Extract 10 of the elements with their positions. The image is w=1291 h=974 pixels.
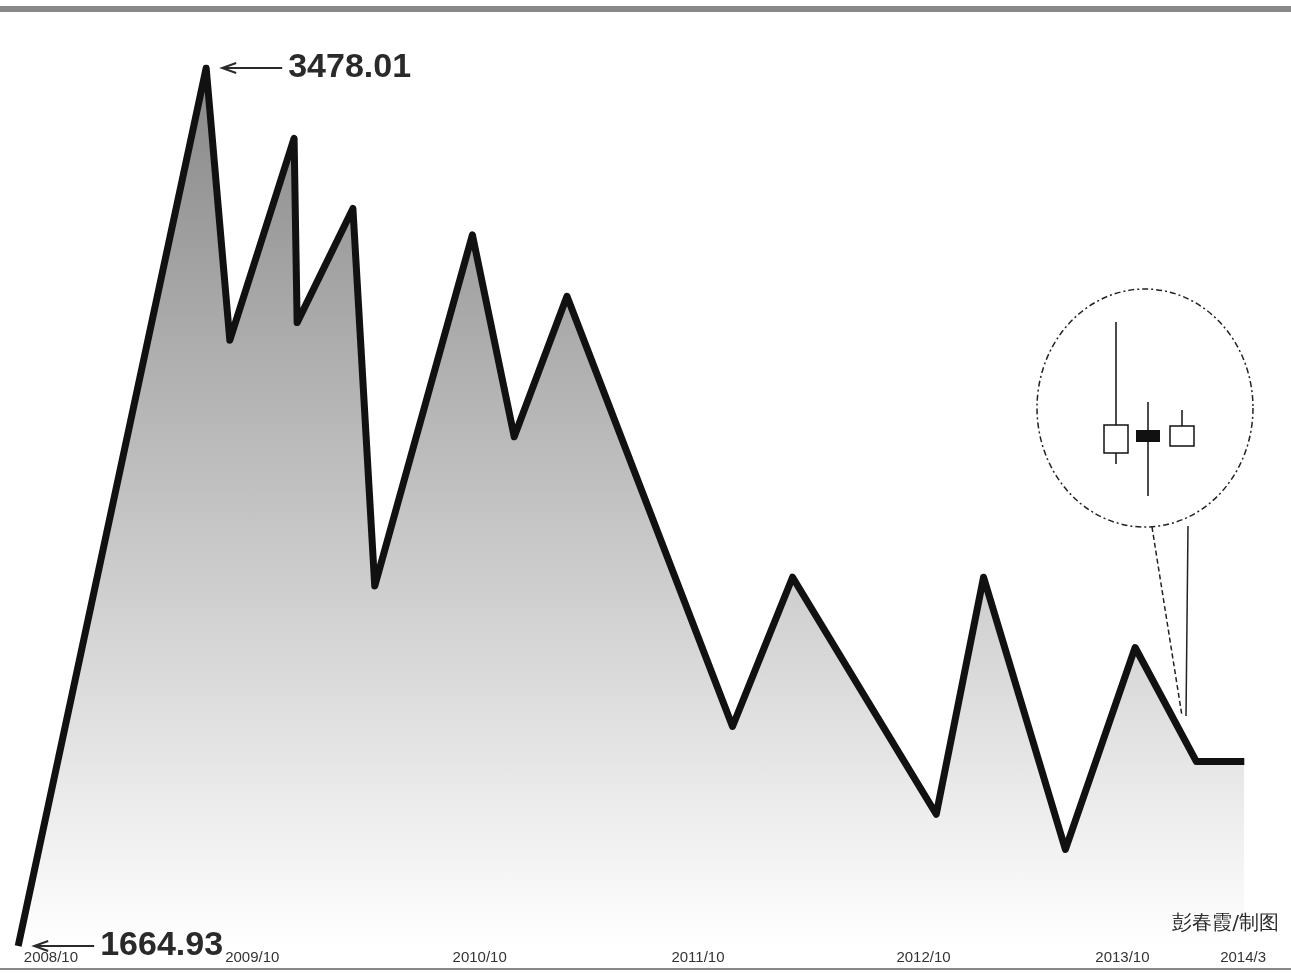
annotation: 3478.01 — [288, 46, 412, 85]
x-tick-label: 2009/10 — [225, 948, 280, 966]
x-tick-label: 2014/3 — [1220, 948, 1267, 966]
x-tick-label: 2011/10 — [671, 948, 725, 966]
annotation: 1664.93 — [100, 924, 224, 963]
x-tick-label: 2012/10 — [896, 948, 951, 966]
x-tick-label: 2008/10 — [23, 948, 79, 966]
x-tick-label: 2010/10 — [452, 948, 507, 966]
annotation: 彭春霞/制图 — [1172, 910, 1279, 935]
x-tick-label: 2013/10 — [1095, 948, 1150, 966]
